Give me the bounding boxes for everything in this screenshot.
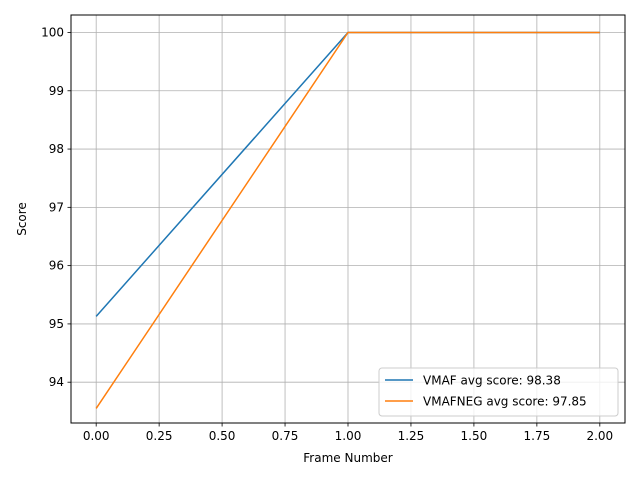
x-axis-label: Frame Number [303, 451, 392, 465]
x-tick-label: 0.00 [83, 429, 110, 443]
x-tick-label: 0.25 [146, 429, 173, 443]
series-lines [95, 31, 600, 409]
x-tick-label: 1.75 [524, 429, 551, 443]
legend-label-vmaf: VMAF avg score: 98.38 [423, 374, 561, 388]
x-tick-label: 0.50 [209, 429, 236, 443]
legend-label-vmafneg: VMAFNEG avg score: 97.85 [423, 395, 587, 409]
y-tick-label: 94 [49, 375, 64, 389]
y-tick-label: 98 [49, 142, 64, 156]
x-tick-label: 1.00 [335, 429, 362, 443]
series-line-1 [95, 31, 600, 409]
y-tick-label: 96 [49, 259, 64, 273]
grid [71, 15, 625, 423]
y-tick-label: 95 [49, 317, 64, 331]
legend: VMAF avg score: 98.38 VMAFNEG avg score:… [378, 367, 619, 417]
x-tick-label: 0.75 [272, 429, 299, 443]
y-axis-label: Score [15, 202, 29, 236]
y-tick-label: 97 [49, 200, 64, 214]
x-tick-label: 1.50 [461, 429, 488, 443]
axis-ticks: 0.00 0.25 0.50 0.75 1.00 1.25 1.50 1.75 2.00 94 95… [41, 25, 613, 443]
x-tick-label: 2.00 [586, 429, 613, 443]
legend-box [378, 367, 619, 417]
y-tick-label: 100 [41, 25, 64, 39]
y-tick-label: 99 [49, 84, 64, 98]
x-tick-label: 1.25 [398, 429, 425, 443]
